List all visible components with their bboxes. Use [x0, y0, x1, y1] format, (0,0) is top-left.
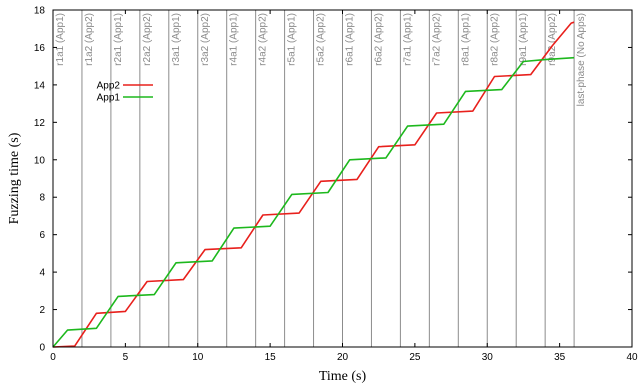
y-axis-ticks: 0 2 4 6 8 10 12 14 16 18 — [34, 6, 632, 354]
series-line-app2 — [52, 21, 575, 348]
phase-lines-group — [81, 10, 575, 347]
y-tick-label: 8 — [39, 193, 45, 204]
phase-label: r6a1 (App1) — [345, 13, 356, 66]
x-tick-label: 35 — [554, 352, 566, 363]
phase-label: r2a2 (App2) — [142, 13, 153, 66]
phase-labels-group: r1a1 (App1) r1a2 (App2) r2a1 (App1) r2a2 (A… — [55, 13, 587, 106]
x-tick-label: 40 — [626, 352, 638, 363]
phase-label: r3a2 (App2) — [200, 13, 211, 66]
phase-label: r9a2 (App2) — [547, 13, 558, 66]
phase-label: r8a1 (App1) — [460, 13, 471, 66]
x-tick-label: 0 — [50, 352, 56, 363]
phase-label: r7a1 (App1) — [402, 13, 413, 66]
x-tick-label: 5 — [123, 352, 129, 363]
series-group — [52, 21, 575, 348]
y-tick-label: 18 — [34, 6, 46, 17]
phase-label: r5a2 (App2) — [316, 13, 327, 66]
phase-label: r4a2 (App2) — [258, 13, 269, 66]
phase-label: r6a2 (App2) — [373, 13, 384, 66]
x-tick-label: 20 — [337, 352, 349, 363]
y-tick-label: 4 — [39, 268, 45, 279]
y-tick-label: 14 — [34, 80, 46, 91]
phase-label: r4a1 (App1) — [229, 13, 240, 66]
legend-label-app2: App2 — [97, 81, 121, 92]
x-tick-label: 10 — [192, 352, 204, 363]
phase-label: r7a2 (App2) — [431, 13, 442, 66]
phase-label: r5a1 (App1) — [287, 13, 298, 66]
x-tick-label: 15 — [265, 352, 277, 363]
y-tick-label: 10 — [34, 155, 46, 166]
y-tick-label: 0 — [39, 343, 45, 354]
phase-label: r3a1 (App1) — [171, 13, 182, 66]
phase-label: last-phase (No Apps) — [576, 13, 587, 106]
legend-label-app1: App1 — [97, 93, 121, 104]
series-line-app1 — [52, 56, 575, 348]
phase-label: r1a2 (App2) — [84, 13, 95, 66]
y-tick-label: 2 — [39, 305, 45, 316]
x-axis-title: Time (s) — [319, 369, 367, 384]
y-axis-title: Fuzzing time (s) — [7, 132, 22, 224]
y-tick-label: 16 — [34, 43, 46, 54]
x-tick-label: 25 — [409, 352, 421, 363]
phase-label: r8a2 (App2) — [489, 13, 500, 66]
phase-label: r9a1 (App1) — [518, 13, 529, 66]
x-tick-label: 30 — [482, 352, 494, 363]
phase-label: r2a1 (App1) — [113, 13, 124, 66]
y-tick-label: 6 — [39, 230, 45, 241]
x-axis-ticks: 0 5 10 15 20 25 30 35 40 — [50, 10, 638, 363]
y-tick-label: 12 — [34, 118, 46, 129]
phase-label: r1a1 (App1) — [55, 13, 66, 66]
